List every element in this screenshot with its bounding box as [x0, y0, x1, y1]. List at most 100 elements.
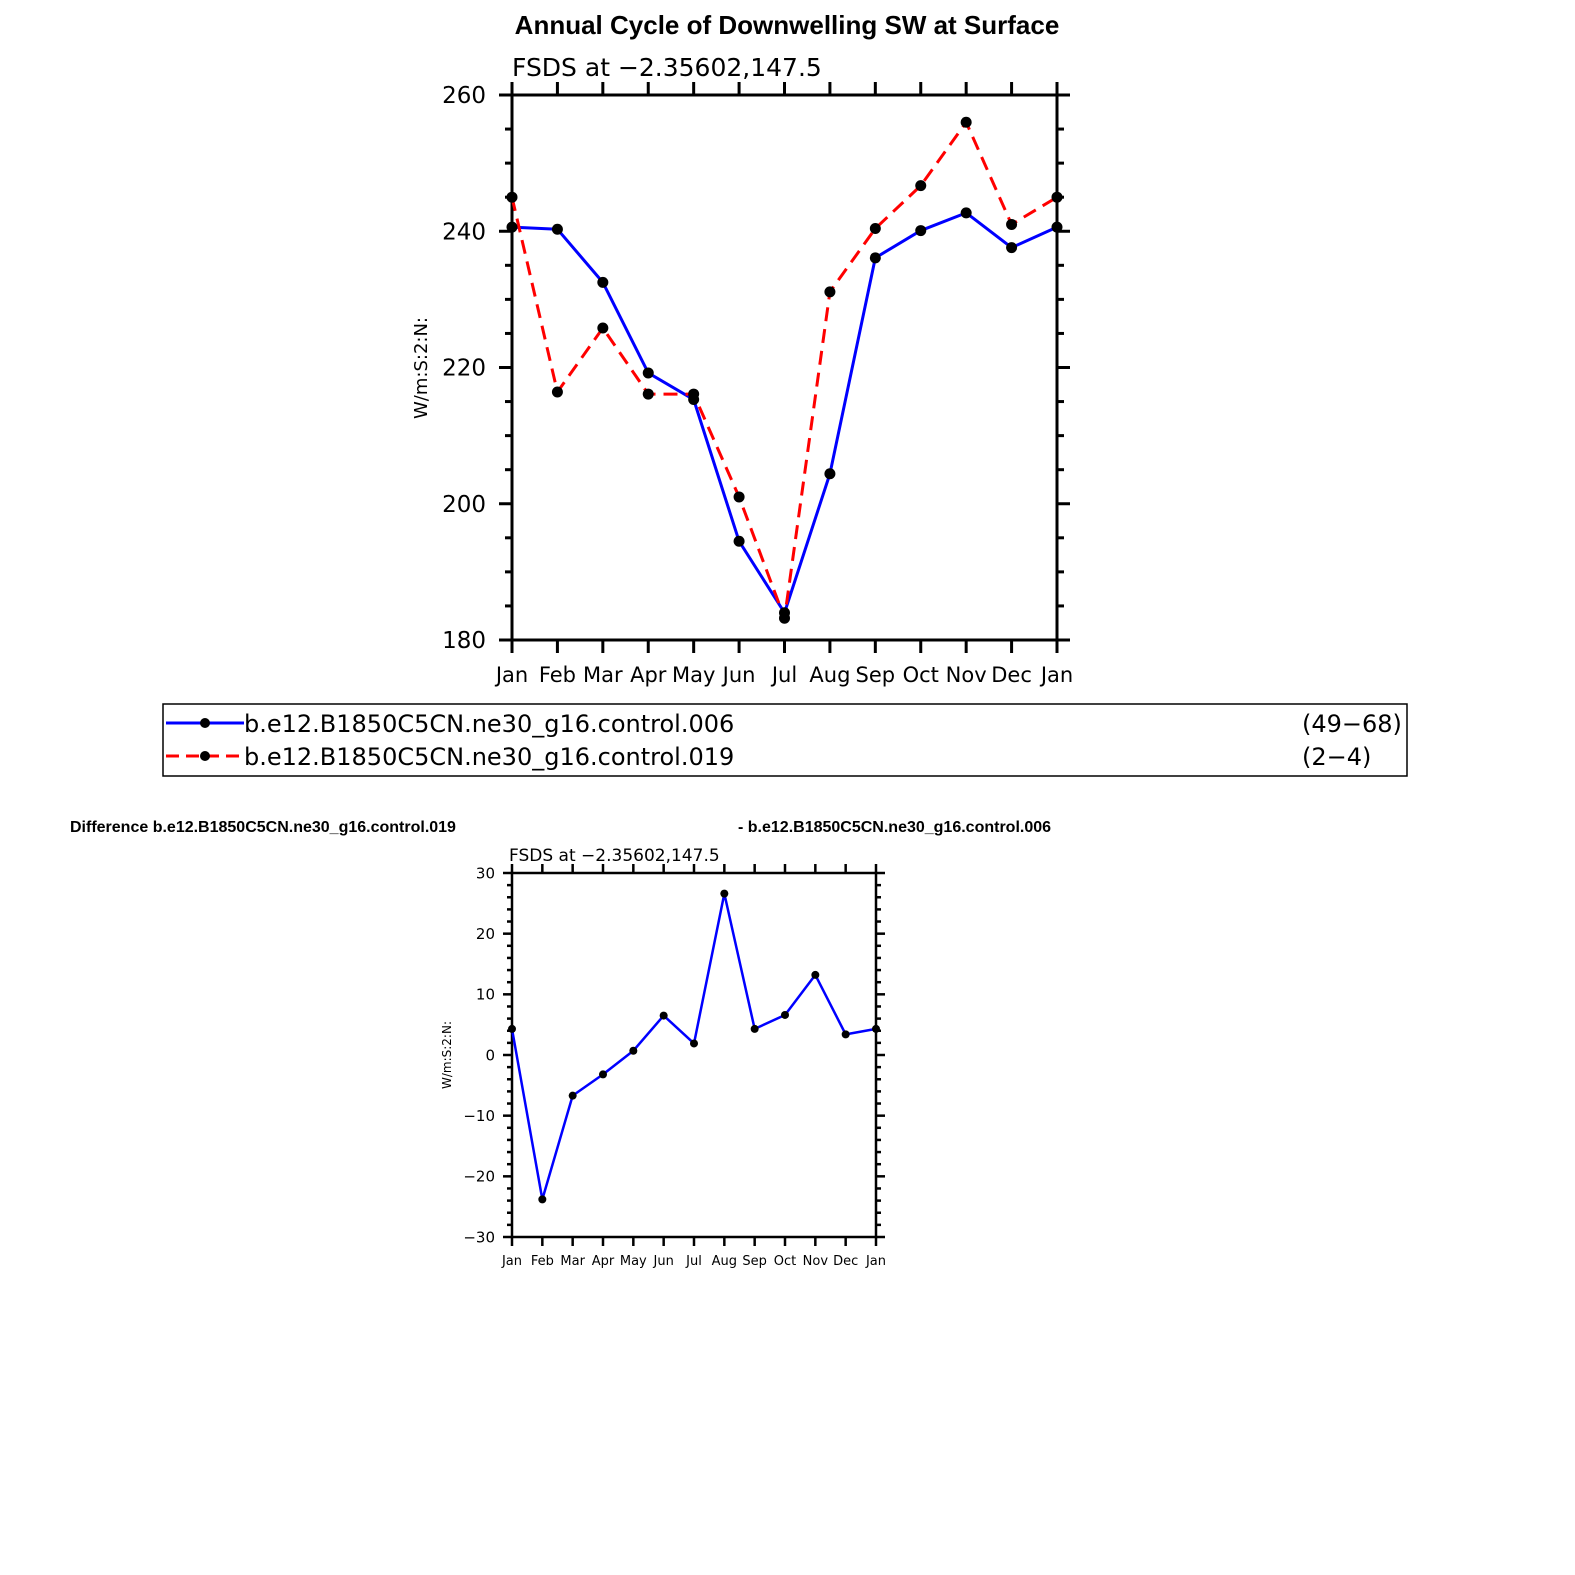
undefined-series-2-point: [915, 180, 927, 192]
undefined-series-1-point: [1006, 242, 1018, 254]
undefined-series-1-point: [629, 1046, 638, 1055]
undefined-y-tick-label: 220: [442, 356, 486, 382]
undefined-plot-frame: [510, 871, 878, 1239]
undefined-series-2-point: [597, 322, 609, 334]
undefined-series-2-point: [642, 388, 654, 400]
undefined-series-1-point: [659, 1011, 668, 1020]
undefined-series-1-point: [841, 1030, 850, 1039]
undefined-x-tick-label: Dec: [991, 663, 1032, 687]
top-chart-subtitle: FSDS at −2.35602,147.5: [512, 53, 822, 82]
undefined-series-1-point: [690, 1039, 698, 1048]
undefined-x-tick-label: Jan: [494, 663, 528, 687]
undefined-x-tick-label: Jul: [770, 663, 797, 687]
undefined-series-1-point: [869, 252, 881, 264]
undefined-y-tick-label: −10: [463, 1107, 495, 1125]
top-chart-marks: [506, 116, 1063, 624]
undefined-series-2-point: [824, 286, 836, 298]
undefined-x-tick-label: Apr: [630, 663, 667, 687]
undefined-series-2-point: [551, 386, 563, 398]
undefined-series-1-point: [811, 970, 820, 979]
undefined-y-tick-label: 10: [476, 986, 495, 1004]
top-chart-axes: Jan Feb Mar Apr May Jun Jul Aug Sep Oct Nov Dec Jan 1…: [442, 82, 1073, 687]
legend-box: [162, 703, 1408, 777]
undefined-series-1-point: [597, 276, 609, 288]
undefined-plot-frame: [510, 93, 1059, 642]
undefined-series-1-point: [781, 1010, 789, 1019]
undefined-x-tick-label: Jul: [685, 1254, 702, 1269]
figure-title: Annual Cycle of Downwelling SW at Surfac…: [515, 10, 1060, 40]
undefined-x-tick-label: Aug: [809, 663, 850, 687]
undefined-y-tick-label: 240: [442, 219, 486, 245]
difference-title-right: - b.e12.B1850C5CN.ne30_g16.control.006: [738, 819, 1051, 836]
undefined-series-1-point: [1051, 221, 1063, 233]
legend-label-006: b.e12.B1850C5CN.ne30_g16.control.006: [244, 710, 734, 738]
undefined-y-tick-label: −30: [463, 1228, 495, 1246]
legend-marker-006: [200, 718, 210, 728]
undefined-series-1-point: [750, 1024, 759, 1033]
undefined-x-tick-label: Feb: [531, 1254, 554, 1269]
difference-title-left: Difference b.e12.B1850C5CN.ne30_g16.cont…: [70, 819, 456, 836]
undefined-series-2-point: [688, 388, 700, 400]
undefined-y-tick-label: 180: [442, 628, 486, 654]
undefined-x-tick-label: May: [672, 663, 715, 687]
undefined-x-tick-label: Jun: [721, 663, 756, 687]
undefined-series-2-point: [779, 612, 790, 624]
undefined-x-tick-label: Nov: [803, 1254, 829, 1269]
undefined-series-1-point: [506, 221, 518, 233]
undefined-x-tick-label: Apr: [592, 1254, 615, 1269]
undefined-x-tick-label: Sep: [856, 663, 896, 687]
undefined-x-tick-label: May: [620, 1254, 647, 1269]
undefined-x-tick-label: Mar: [560, 1254, 585, 1269]
top-chart: FSDS at −2.35602,147.5 W/m:S:2:N: Jan Feb…: [411, 53, 1073, 687]
undefined-series-1-point: [642, 367, 654, 379]
undefined-y-tick-label: 0: [485, 1046, 495, 1064]
undefined-x-tick-label: Dec: [833, 1254, 858, 1269]
legend: b.e12.B1850C5CN.ne30_g16.control.006 (49…: [162, 703, 1408, 777]
legend-years-006: (49−68): [1302, 710, 1402, 738]
undefined-series-1-point: [551, 223, 563, 235]
undefined-y-tick-label: 200: [442, 492, 486, 518]
undefined-y-tick-label: 260: [442, 83, 486, 109]
undefined-series-2-point: [1051, 191, 1063, 203]
undefined-x-tick-label: Jan: [1039, 663, 1073, 687]
difference-chart-axes: Jan Feb Mar Apr May Jun Jul Aug Sep Oct Nov Dec Jan−…: [463, 864, 886, 1269]
undefined-series-1-point: [508, 1024, 516, 1033]
undefined-series-1-point: [733, 535, 745, 547]
undefined-series-2-point: [869, 223, 881, 235]
undefined-series-1-point: [915, 225, 927, 237]
undefined-series-2-point: [733, 491, 745, 503]
undefined-series-1-point: [960, 207, 972, 219]
undefined-series-2-point: [960, 116, 972, 128]
undefined-y-tick-label: 20: [476, 925, 495, 943]
difference-chart: FSDS at −2.35602,147.5 W/m:S:2:N: Jan Feb…: [440, 846, 886, 1269]
difference-chart-ylabel: W/m:S:2:N:: [440, 1021, 454, 1089]
undefined-series-2-point: [506, 191, 518, 203]
difference-chart-marks: [508, 889, 880, 1204]
undefined-x-tick-label: Sep: [742, 1254, 767, 1269]
legend-label-019: b.e12.B1850C5CN.ne30_g16.control.019: [244, 743, 734, 771]
undefined-x-tick-label: Feb: [539, 663, 576, 687]
undefined-series-1-point: [824, 468, 836, 480]
legend-marker-019: [200, 751, 210, 761]
top-chart-ylabel: W/m:S:2:N:: [411, 317, 432, 419]
undefined-x-tick-label: Jun: [653, 1254, 674, 1269]
undefined-x-tick-label: Jan: [865, 1254, 886, 1269]
undefined-series-1-point: [568, 1091, 577, 1100]
undefined-x-tick-label: Jan: [501, 1254, 522, 1269]
legend-years-019: (2−4): [1302, 743, 1371, 771]
undefined-series-2-point: [1006, 218, 1018, 230]
difference-chart-subtitle: FSDS at −2.35602,147.5: [509, 846, 720, 866]
undefined-y-tick-label: −20: [463, 1168, 495, 1186]
undefined-series-1-point: [720, 889, 729, 898]
undefined-y-tick-label: 30: [476, 864, 495, 882]
undefined-x-tick-label: Aug: [712, 1254, 737, 1269]
undefined-series-1-point: [872, 1024, 880, 1033]
undefined-series-line-1: [511, 211, 1058, 615]
undefined-series-1-point: [599, 1070, 607, 1079]
undefined-x-tick-label: Oct: [774, 1254, 796, 1269]
undefined-x-tick-label: Nov: [946, 663, 987, 687]
undefined-series-1-point: [538, 1195, 547, 1204]
undefined-series-line-2: [510, 120, 1058, 620]
undefined-x-tick-label: Oct: [903, 663, 939, 687]
